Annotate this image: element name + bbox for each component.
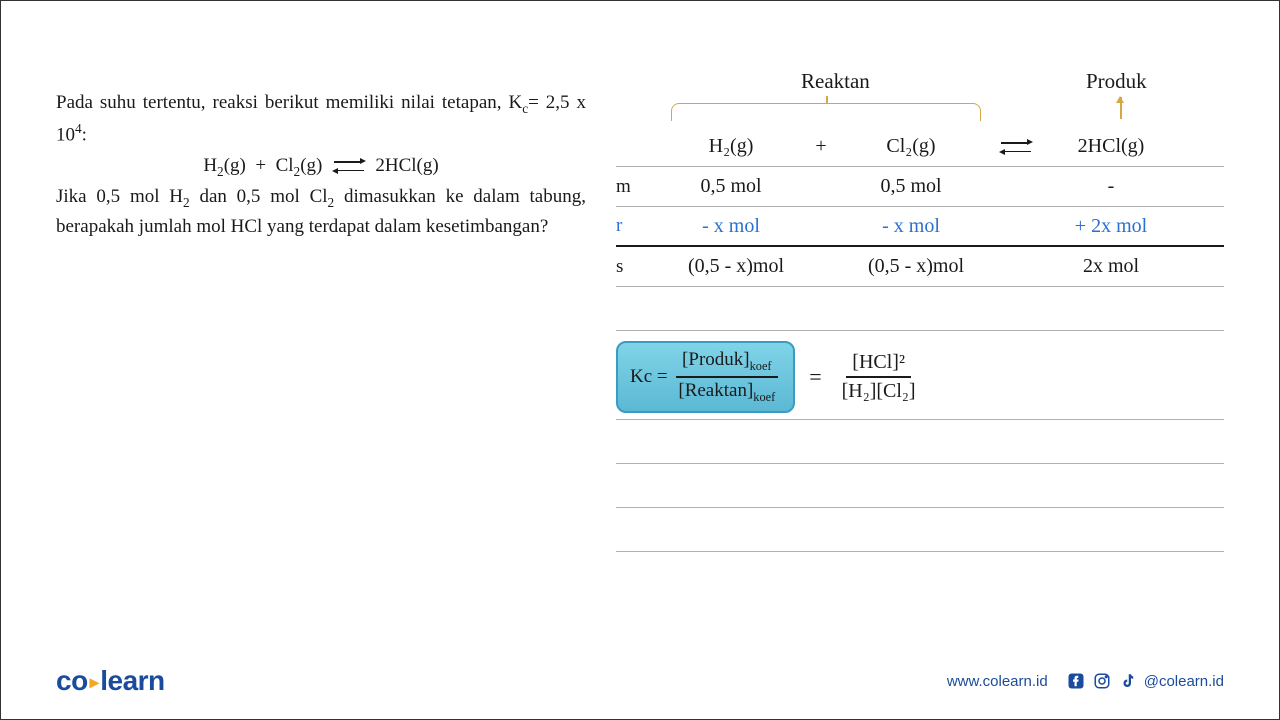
- empty-row: [616, 508, 1224, 552]
- reaktan-label: Reaktan: [801, 69, 870, 94]
- table-header: H₂(g) + Cl₂(g) 2HCl(g): [616, 127, 1224, 167]
- kc-formula: Kc = [Produk]koef [Reaktan]koef = [HCl]²…: [616, 335, 1224, 420]
- tiktok-icon: [1118, 671, 1138, 691]
- footer: co▸learn www.colearn.id @colearn.id: [56, 665, 1224, 697]
- kc-expanded: [HCl]² [H₂][Cl₂]: [836, 351, 922, 403]
- equilibrium-icon: [986, 133, 1046, 160]
- header-hcl: 2HCl(g): [1046, 135, 1176, 158]
- instagram-icon: [1092, 671, 1112, 691]
- produk-arrow: [1120, 97, 1122, 119]
- row-r: r - x mol - x mol + 2x mol: [616, 207, 1224, 247]
- row-m: m 0,5 mol 0,5 mol -: [616, 167, 1224, 207]
- header-cl2: Cl₂(g): [836, 135, 986, 158]
- kc-box: Kc = [Produk]koef [Reaktan]koef: [616, 341, 795, 413]
- footer-url: www.colearn.id: [947, 673, 1048, 690]
- ice-table: Reaktan Produk H₂(g) + Cl₂(g) 2HCl(g) m …: [616, 89, 1224, 552]
- empty-row: [616, 464, 1224, 508]
- produk-label: Produk: [1086, 69, 1147, 94]
- row-s: s (0,5 - x)mol (0,5 - x)mol 2x mol: [616, 247, 1224, 287]
- social-icons: @colearn.id: [1066, 671, 1224, 691]
- header-h2: H₂(g): [656, 135, 806, 158]
- problem-line1: Pada suhu tertentu, reaksi berikut memil…: [56, 92, 522, 113]
- reaktan-bracket: [671, 103, 981, 121]
- logo: co▸learn: [56, 665, 165, 697]
- header-plus: +: [806, 135, 836, 158]
- empty-row: [616, 287, 1224, 331]
- footer-handle: @colearn.id: [1144, 673, 1224, 690]
- empty-row: [616, 420, 1224, 464]
- equation: H2(g) + Cl2(g) 2HCl(g): [56, 152, 586, 182]
- problem-text: Pada suhu tertentu, reaksi berikut memil…: [56, 89, 586, 552]
- facebook-icon: [1066, 671, 1086, 691]
